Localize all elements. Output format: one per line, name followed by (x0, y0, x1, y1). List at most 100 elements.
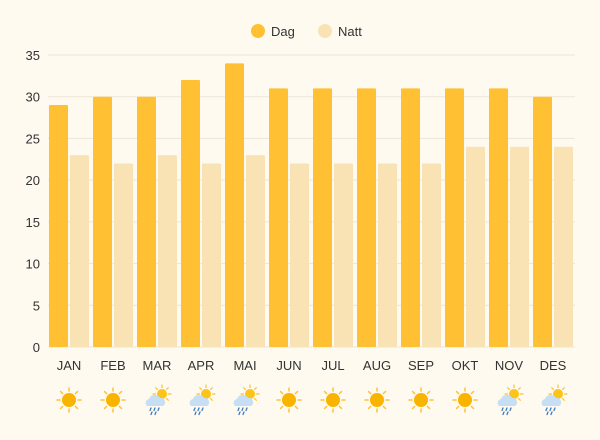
bar-dag-des (533, 96, 552, 347)
legend-item-dag[interactable]: Dag (251, 24, 295, 39)
legend-swatch-natt (318, 24, 332, 38)
bar-natt-des (554, 146, 573, 347)
sun-icon (56, 387, 82, 413)
sun-ray (382, 405, 387, 410)
sun-icon (320, 387, 346, 413)
x-tick-label: FEB (100, 358, 125, 373)
raindrop (153, 407, 156, 412)
x-tick-label: AUG (363, 358, 391, 373)
raindrop (241, 407, 244, 412)
sun-ray (118, 405, 123, 410)
raindrop (502, 411, 505, 416)
sun-ray (165, 387, 169, 391)
rain-cloud-sun-icon (145, 384, 172, 416)
cloud-shape (145, 394, 166, 406)
sun-ray (470, 390, 475, 395)
raindrop (237, 407, 240, 412)
sun-icon (100, 387, 126, 413)
sun-ray (455, 390, 460, 395)
rain-cloud-sun-icon (189, 384, 216, 416)
sun-ray (209, 387, 213, 391)
y-tick-label: 35 (26, 48, 40, 63)
legend-item-natt[interactable]: Natt (318, 24, 362, 39)
sun-ray (155, 387, 159, 391)
sun-ray (426, 405, 431, 410)
sun-ray (279, 390, 284, 395)
raindrop (238, 411, 241, 416)
x-axis: JAN FEB MAR APR MAI JUN JUL AUG SEP OKT NOV DES (57, 358, 567, 373)
sun-ray (517, 397, 521, 401)
raindrop (149, 407, 152, 412)
sun-ray (507, 387, 511, 391)
rain-cloud-sun-icon (541, 384, 568, 416)
x-tick-label: MAI (233, 358, 256, 373)
y-tick-label: 15 (26, 215, 40, 230)
sun-ray (338, 405, 343, 410)
raindrop (546, 411, 549, 416)
x-tick-label: MAR (143, 358, 172, 373)
sun-ray (367, 405, 372, 410)
bar-natt-jan (70, 155, 89, 347)
bar-dag-feb (93, 96, 112, 347)
bar-dag-nov (489, 88, 508, 347)
sun-ray (103, 405, 108, 410)
sun-ray (243, 387, 247, 391)
x-tick-label: DES (540, 358, 567, 373)
y-tick-label: 25 (26, 131, 40, 146)
bar-natt-mai (246, 155, 265, 347)
cloud-shape (541, 394, 562, 406)
bar-natt-mar (158, 155, 177, 347)
sun-ray (294, 405, 299, 410)
x-tick-label: JUL (321, 358, 344, 373)
x-tick-label: SEP (408, 358, 434, 373)
bar-dag-jan (49, 105, 68, 347)
bar-natt-feb (114, 163, 133, 347)
gridlines (48, 54, 575, 348)
raindrop (245, 407, 248, 412)
bar-natt-jun (290, 163, 309, 347)
raindrop (506, 411, 509, 416)
sun-disc (458, 393, 472, 407)
bar-natt-apr (202, 163, 221, 347)
sun-ray (561, 397, 565, 401)
bars (49, 63, 573, 348)
sun-ray (74, 405, 79, 410)
bar-natt-sep (422, 163, 441, 347)
sun-ray (367, 390, 372, 395)
sun-disc (157, 389, 167, 399)
sun-ray (103, 390, 108, 395)
raindrop (242, 411, 245, 416)
raindrop (550, 411, 553, 416)
sun-ray (517, 387, 521, 391)
sun-ray (411, 390, 416, 395)
sun-ray (551, 387, 555, 391)
x-tick-label: JUN (276, 358, 301, 373)
rain-cloud-sun-icon (497, 384, 524, 416)
bar-natt-okt (466, 146, 485, 347)
legend-label-dag: Dag (271, 24, 295, 39)
sun-ray (411, 405, 416, 410)
y-tick-label: 0 (33, 340, 40, 355)
raindrop (553, 407, 556, 412)
raindrop (197, 407, 200, 412)
sun-ray (59, 405, 64, 410)
sun-disc (414, 393, 428, 407)
bar-dag-mai (225, 63, 244, 347)
bar-dag-apr (181, 80, 200, 348)
x-tick-label: JAN (57, 358, 82, 373)
sun-ray (323, 390, 328, 395)
raindrop (501, 407, 504, 412)
x-tick-label: APR (188, 358, 215, 373)
bar-dag-aug (357, 88, 376, 347)
raindrop (150, 411, 153, 416)
sun-ray (209, 397, 213, 401)
sun-disc (62, 393, 76, 407)
sun-ray (561, 387, 565, 391)
sun-ray (165, 397, 169, 401)
bar-natt-aug (378, 163, 397, 347)
y-tick-label: 20 (26, 173, 40, 188)
raindrop (157, 407, 160, 412)
legend-swatch-dag (251, 24, 265, 38)
bar-natt-jul (334, 163, 353, 347)
raindrop (198, 411, 201, 416)
